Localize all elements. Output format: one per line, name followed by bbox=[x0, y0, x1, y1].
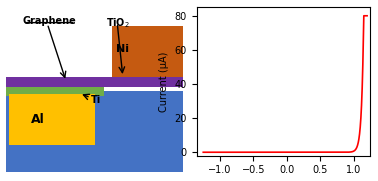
Text: Graphene: Graphene bbox=[23, 16, 76, 26]
Text: TiO$_2$: TiO$_2$ bbox=[106, 16, 130, 30]
FancyBboxPatch shape bbox=[112, 26, 183, 77]
Text: Ni: Ni bbox=[116, 44, 129, 54]
FancyBboxPatch shape bbox=[6, 87, 104, 96]
FancyBboxPatch shape bbox=[6, 90, 183, 172]
Y-axis label: Current (μA): Current (μA) bbox=[159, 51, 169, 112]
FancyBboxPatch shape bbox=[9, 94, 94, 145]
Text: Al: Al bbox=[31, 113, 45, 126]
FancyBboxPatch shape bbox=[6, 77, 183, 87]
Text: Ti: Ti bbox=[91, 94, 101, 105]
